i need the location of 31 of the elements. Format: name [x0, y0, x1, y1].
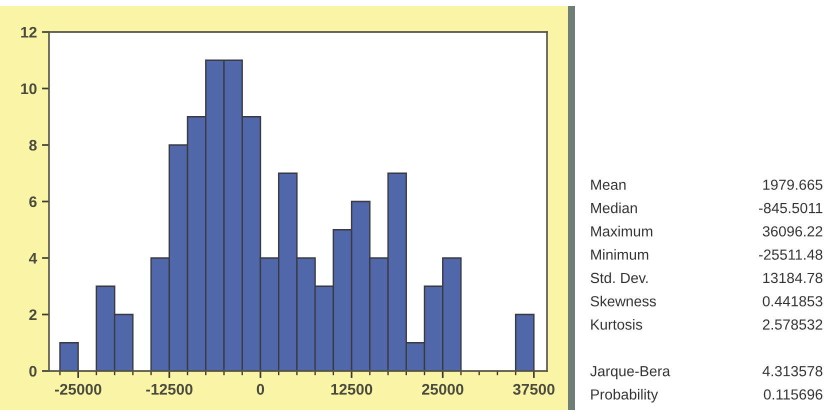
x-tick-label: 37500: [512, 384, 554, 395]
x-tick-label: 0: [256, 384, 264, 395]
text: 13184.78: [763, 272, 822, 284]
y-tick-label: 10: [21, 83, 37, 94]
y-tick-label: 8: [29, 140, 37, 151]
text: 2.578532: [762, 319, 822, 330]
text: Median: [591, 202, 637, 214]
text: 4.313578: [762, 366, 822, 376]
y-tick-label: 12: [21, 26, 37, 38]
text: Kurtosis: [591, 319, 642, 330]
text: Minimum: [591, 249, 648, 260]
text: 0.115696: [764, 389, 822, 400]
x-tick-label: -12500: [146, 384, 192, 395]
text: 1979.665: [763, 180, 822, 190]
text: Maximum: [591, 226, 652, 237]
text: -25511.48: [759, 249, 822, 260]
text: 36096.22: [762, 226, 822, 237]
y-tick-label: 0: [29, 366, 37, 377]
text: 0.441853: [762, 296, 822, 306]
text: Probability: [591, 388, 658, 402]
y-tick-label: 2: [29, 309, 37, 320]
text: Mean: [591, 180, 626, 190]
text: Std. Dev.: [590, 272, 648, 284]
text: Skewness: [590, 296, 656, 306]
x-tick-label: 12500: [331, 384, 372, 395]
x-tick-label: 25000: [422, 384, 464, 395]
x-tick-label: -25000: [54, 384, 102, 395]
y-tick-label: 4: [28, 253, 38, 264]
text: Jarque-Bera: [590, 366, 670, 380]
y-tick-label: 6: [29, 196, 37, 208]
text: -845.5011: [759, 202, 822, 214]
